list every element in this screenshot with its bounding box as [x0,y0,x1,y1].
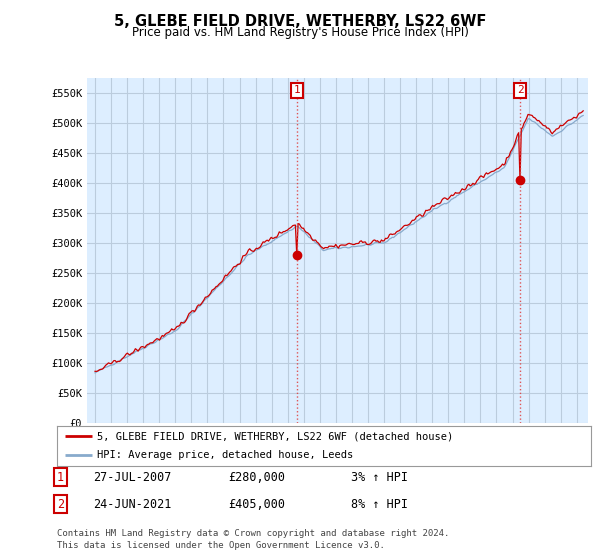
Text: £405,000: £405,000 [228,497,285,511]
Text: 24-JUN-2021: 24-JUN-2021 [93,497,172,511]
Text: 5, GLEBE FIELD DRIVE, WETHERBY, LS22 6WF: 5, GLEBE FIELD DRIVE, WETHERBY, LS22 6WF [114,14,486,29]
Text: 8% ↑ HPI: 8% ↑ HPI [351,497,408,511]
Text: Price paid vs. HM Land Registry's House Price Index (HPI): Price paid vs. HM Land Registry's House … [131,26,469,39]
Text: Contains HM Land Registry data © Crown copyright and database right 2024.
This d: Contains HM Land Registry data © Crown c… [57,529,449,550]
Text: 5, GLEBE FIELD DRIVE, WETHERBY, LS22 6WF (detached house): 5, GLEBE FIELD DRIVE, WETHERBY, LS22 6WF… [97,432,454,441]
Text: 1: 1 [57,470,64,484]
Text: 27-JUL-2007: 27-JUL-2007 [93,470,172,484]
Text: £280,000: £280,000 [228,470,285,484]
Text: 2: 2 [517,85,523,95]
Text: 2: 2 [57,497,64,511]
Text: 1: 1 [293,85,300,95]
Text: 3% ↑ HPI: 3% ↑ HPI [351,470,408,484]
Text: HPI: Average price, detached house, Leeds: HPI: Average price, detached house, Leed… [97,450,353,460]
